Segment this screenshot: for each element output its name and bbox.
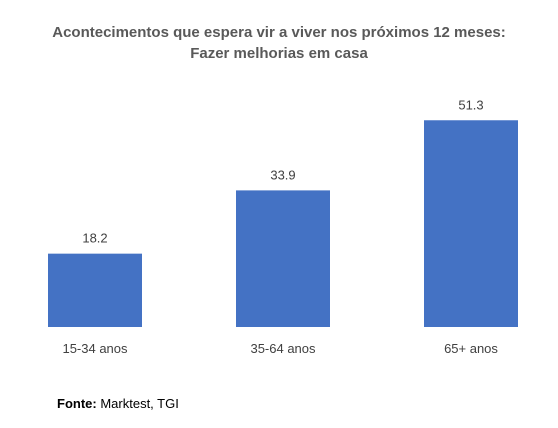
source-note: Fonte: Marktest, TGI	[57, 396, 179, 411]
chart-title: Acontecimentos que espera vir a viver no…	[0, 22, 558, 64]
source-label: Fonte:	[57, 396, 97, 411]
bar-2	[236, 190, 330, 327]
category-label-3: 65+ anos	[444, 341, 498, 356]
chart-title-line2: Fazer melhorias em casa	[190, 45, 368, 62]
category-label-1: 15-34 anos	[62, 341, 128, 356]
chart-title-line1: Acontecimentos que espera vir a viver no…	[52, 24, 506, 41]
source-text: Marktest, TGI	[100, 396, 179, 411]
category-label-2: 35-64 anos	[250, 341, 316, 356]
bar-3	[424, 120, 518, 327]
bar-1	[48, 253, 142, 327]
data-label-2: 33.9	[270, 167, 295, 182]
data-label-1: 18.2	[82, 231, 107, 246]
data-label-3: 51.3	[458, 97, 483, 112]
